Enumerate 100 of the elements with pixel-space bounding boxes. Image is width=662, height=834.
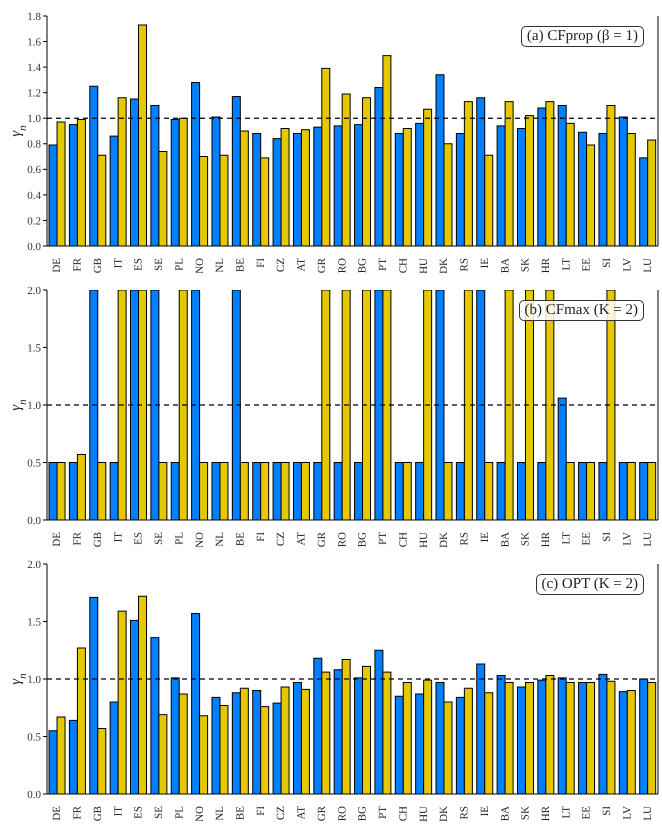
x-tick-label: LU <box>642 532 654 547</box>
x-tick-label: BG <box>356 532 369 548</box>
x-tick-label: PL <box>173 258 186 271</box>
x-tick-label: GR <box>316 257 328 274</box>
x-tick-label: HR <box>540 257 552 274</box>
x-tick-label: BE <box>234 806 246 820</box>
y-tick-label: 0.0 <box>27 240 42 253</box>
x-tick-label: CZ <box>275 532 288 546</box>
x-tick-label: FI <box>254 258 267 268</box>
y-tick-label: 1.4 <box>27 62 42 74</box>
x-tick-label: SK <box>520 258 532 272</box>
x-tick-label: SK <box>520 532 532 546</box>
x-tick-label: RO <box>336 258 348 274</box>
y-tick-label: 1.6 <box>27 36 42 48</box>
x-tick-label: PL <box>173 532 186 545</box>
x-tick-label: CZ <box>275 806 288 820</box>
x-tick-label: EE <box>580 532 593 546</box>
x-tick-label: FI <box>254 806 267 816</box>
x-tick-label: NL <box>214 806 226 821</box>
x-tick-label: FR <box>72 257 84 272</box>
x-tick-label: RS <box>458 532 471 546</box>
y-tick-label: 1.0 <box>27 113 42 126</box>
x-tick-label: NO <box>194 258 206 274</box>
x-tick-label: CH <box>397 258 410 274</box>
y-tick-label: 1.0 <box>27 674 42 686</box>
x-tick-label: DE <box>51 258 64 273</box>
x-tick-label: DE <box>51 806 64 821</box>
y-tick-label: 0.2 <box>27 215 41 228</box>
x-tick-label: HU <box>418 806 430 822</box>
x-tick-label: BE <box>234 258 246 272</box>
x-tick-label: BG <box>356 258 369 274</box>
x-tick-label: BA <box>499 806 512 822</box>
text: (c) OPT (K = 2) <box>536 574 644 595</box>
x-tick-label: LT <box>560 532 572 544</box>
x-tick-label: SE <box>153 532 166 545</box>
x-tick-label: AT <box>296 806 308 820</box>
x-tick-label: SE <box>153 806 166 819</box>
x-tick-label: LV <box>621 806 634 820</box>
x-tick-label: RO <box>336 532 348 548</box>
y-tick-label: 1.8 <box>27 10 42 23</box>
x-tick-label: SI <box>601 532 614 542</box>
x-tick-label: HR <box>540 531 552 548</box>
x-tick-label: ES <box>132 258 145 271</box>
x-tick-label: GB <box>92 806 104 822</box>
y-tick-label: 1.5 <box>27 342 42 354</box>
x-tick-label: AT <box>296 532 308 546</box>
x-tick-label: GB <box>92 532 104 548</box>
x-tick-label: EE <box>580 258 593 272</box>
x-tick-label: LV <box>621 258 634 272</box>
x-tick-label: LV <box>621 532 634 546</box>
x-tick-label: NL <box>214 258 226 273</box>
x-tick-label: HR <box>540 805 552 822</box>
y-tick-label: 0.6 <box>27 164 42 176</box>
x-tick-label: IT <box>112 258 124 268</box>
x-tick-label: ES <box>132 806 145 819</box>
y-tick-label: 2.0 <box>27 558 42 571</box>
x-tick-label: LU <box>642 258 654 273</box>
x-tick-label: IE <box>478 806 491 816</box>
x-tick-label: BG <box>356 806 369 822</box>
x-tick-label: IE <box>478 532 491 542</box>
x-tick-label: EE <box>580 806 593 820</box>
x-tick-label: LT <box>560 806 572 818</box>
x-tick-label: BA <box>499 532 512 548</box>
x-tick-label: CH <box>397 806 410 822</box>
x-tick-label: PT <box>377 806 390 819</box>
x-tick-label: FI <box>254 532 267 542</box>
x-tick-label: RS <box>458 258 471 272</box>
text: (b) CFmax (K = 2) <box>518 300 644 321</box>
x-tick-label: SI <box>601 258 614 268</box>
x-tick-label: CH <box>397 532 410 548</box>
x-tick-label: GR <box>316 531 328 548</box>
y-tick-label: 2.0 <box>27 284 42 297</box>
x-tick-label: LT <box>560 258 572 270</box>
x-tick-label: GR <box>316 805 328 822</box>
x-tick-label: RS <box>458 806 471 820</box>
y-tick-label: 1.2 <box>27 88 41 100</box>
x-tick-label: SI <box>601 806 614 816</box>
x-tick-label: BA <box>499 258 512 274</box>
x-tick-label: NO <box>194 806 206 822</box>
x-tick-label: CZ <box>275 258 288 272</box>
y-tick-label: 1.5 <box>27 616 42 628</box>
x-tick-label: DK <box>438 532 450 548</box>
x-tick-label: AT <box>296 258 308 272</box>
x-tick-label: HU <box>418 258 430 274</box>
x-tick-label: SE <box>153 258 166 271</box>
y-tick-label: 0.5 <box>27 457 42 470</box>
x-tick-label: DE <box>51 532 64 547</box>
x-tick-label: SK <box>520 806 532 820</box>
x-tick-label: IT <box>112 806 124 816</box>
x-tick-label: RO <box>336 806 348 822</box>
x-tick-label: NO <box>194 532 206 548</box>
x-tick-label: DK <box>438 806 450 822</box>
x-tick-label: FR <box>72 805 84 820</box>
x-tick-label: BE <box>234 532 246 546</box>
x-tick-label: LU <box>642 806 654 821</box>
text: (a) CFprop (β = 1) <box>520 26 644 47</box>
y-tick-label: 0.8 <box>27 138 42 151</box>
x-tick-label: NL <box>214 532 226 547</box>
x-tick-label: IE <box>478 258 491 268</box>
x-tick-label: DK <box>438 258 450 274</box>
